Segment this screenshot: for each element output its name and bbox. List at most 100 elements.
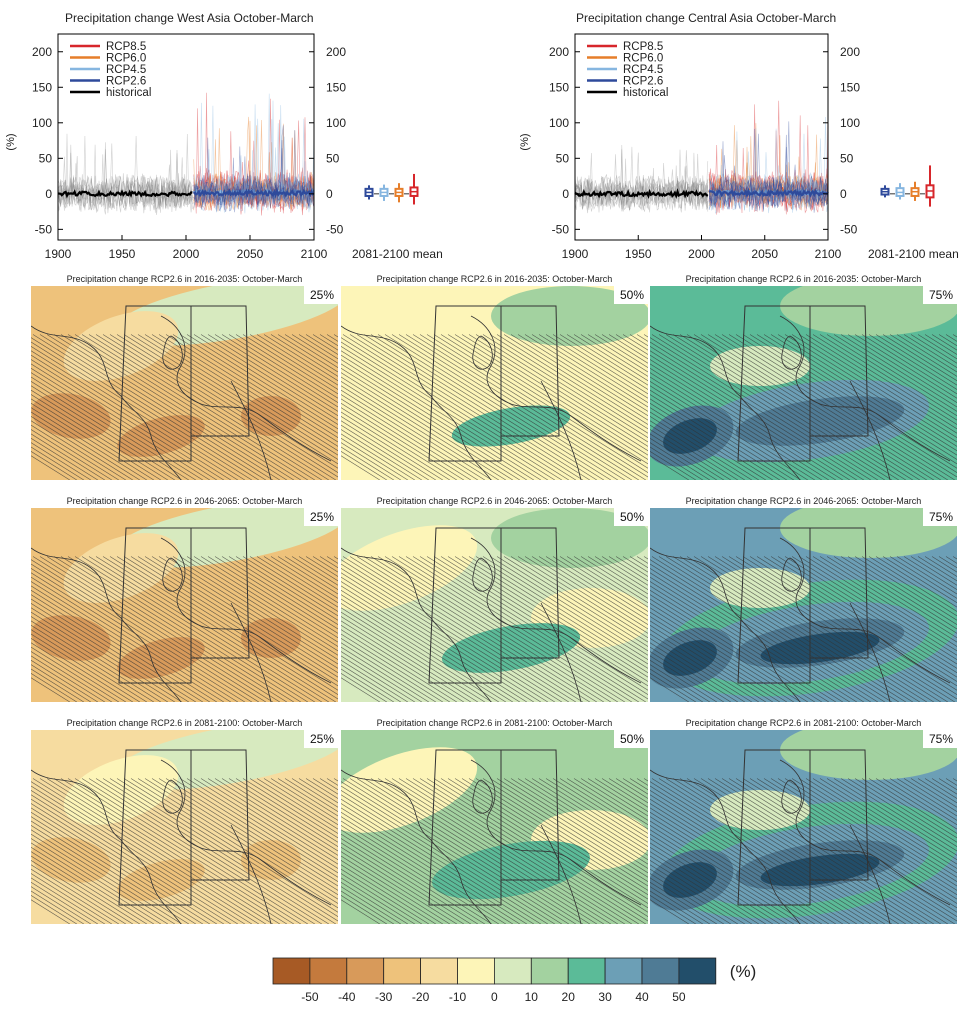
hatch-line: [341, 442, 401, 480]
hatch-line: [819, 556, 957, 643]
hatch-line: [679, 556, 913, 702]
mean-box-rcp85: [925, 165, 935, 207]
percentile-badge: [614, 286, 648, 304]
series-member-line: [57, 135, 193, 213]
hatch-line: [896, 556, 957, 595]
hatch-line: [650, 833, 794, 924]
timeseries-panel-west-asia: Precipitation change West Asia October-M…: [0, 0, 480, 268]
hatch-line: [391, 778, 625, 924]
hatch-line: [524, 556, 648, 634]
hatch-line: [31, 389, 175, 480]
hatch-line: [235, 556, 338, 621]
hatch-line: [341, 886, 401, 924]
colorbar-swatch: [309, 957, 348, 985]
hatch-line: [650, 886, 710, 924]
legend-label: RCP4.5: [623, 64, 663, 76]
hatch-line: [882, 334, 957, 382]
hatch-line: [538, 556, 648, 625]
hatch-line: [137, 556, 338, 682]
west-asia-box: [118, 527, 192, 684]
hatch-line: [559, 778, 648, 834]
hatch-line: [341, 367, 520, 480]
hatch-line: [341, 833, 485, 924]
y-tick-label: 0: [45, 187, 52, 201]
hatch-line: [833, 778, 957, 856]
series-member-line: [708, 176, 829, 212]
hatch-line: [31, 411, 140, 480]
hatch-line: [31, 629, 147, 702]
central-asia-box: [809, 749, 869, 881]
hatch-line: [777, 556, 957, 669]
hatch-line: [31, 559, 259, 702]
y-tick-label-right: 0: [840, 187, 847, 201]
hatch-line: [31, 585, 217, 702]
hatch-line: [847, 778, 957, 847]
hatch-line: [552, 334, 648, 395]
hatch-line: [903, 778, 957, 812]
hatch-line: [650, 341, 871, 480]
legend-label: historical: [623, 87, 668, 99]
hatch-line: [552, 556, 648, 617]
series-member-line: [193, 100, 315, 213]
hatch-line: [193, 778, 338, 869]
colorbar-swatch: [678, 957, 717, 985]
hatch-line: [221, 334, 338, 408]
map-svg: Precipitation change RCP2.6 in 2016-2035…: [341, 274, 648, 480]
hatch-line: [341, 873, 422, 924]
y-tick-label: -50: [35, 222, 53, 236]
hatch-line: [503, 334, 648, 425]
hatch-line: [356, 334, 590, 480]
caspian-sea: [162, 335, 183, 370]
hatch-line: [917, 556, 957, 582]
hatch-line: [651, 778, 885, 924]
hatch-line: [650, 389, 794, 480]
percentile-label: 50%: [620, 510, 644, 524]
hatch-line: [256, 778, 338, 830]
hatch-line: [440, 334, 648, 465]
coastline: [31, 325, 182, 480]
hatch-line: [714, 334, 948, 480]
series-member-line: [574, 146, 709, 214]
map-field: 50%: [341, 730, 648, 924]
hatch-line: [658, 334, 892, 480]
coastline: [779, 537, 951, 684]
hatch-line: [650, 585, 836, 702]
hatch-line: [524, 334, 648, 412]
hatch-line: [650, 798, 850, 924]
coastline: [160, 315, 332, 462]
hatch-line: [405, 334, 639, 480]
hatch-line: [341, 624, 464, 702]
series-member-line: [708, 134, 829, 210]
map-svg: Precipitation change RCP2.6 in 2046-2065…: [31, 496, 338, 702]
hatch-line: [256, 334, 338, 386]
hatch-line: [341, 820, 506, 924]
hatch-line: [650, 846, 773, 924]
hatch-line: [594, 556, 648, 590]
hatch-line: [651, 334, 885, 480]
hatch-line: [341, 642, 436, 702]
hatch-line: [650, 385, 801, 480]
hatch-line: [130, 556, 338, 687]
hatch-line: [370, 556, 604, 702]
map-title: Precipitation change RCP2.6 in 2016-2035…: [377, 274, 613, 284]
hatch-line: [31, 811, 210, 924]
coastlines: [31, 759, 332, 924]
hatch-line: [377, 556, 611, 702]
coastline: [341, 547, 492, 702]
hatch-line: [650, 589, 829, 702]
hatch-line: [341, 838, 478, 924]
hatch-line: [172, 778, 338, 882]
hatch-line: [650, 437, 717, 480]
hatch-line: [341, 341, 562, 480]
hatch-line: [840, 334, 957, 408]
hatch-line: [341, 424, 429, 480]
hatch-line: [805, 334, 957, 430]
hatch-line: [812, 334, 957, 425]
coastline: [779, 759, 951, 906]
map-hatching: [341, 778, 648, 924]
hatch-line: [341, 807, 527, 924]
series-member-line: [193, 148, 315, 213]
map-panel-r1-c2: Precipitation change RCP2.6 in 2016-2035…: [341, 272, 648, 480]
hatch-line: [102, 778, 336, 924]
